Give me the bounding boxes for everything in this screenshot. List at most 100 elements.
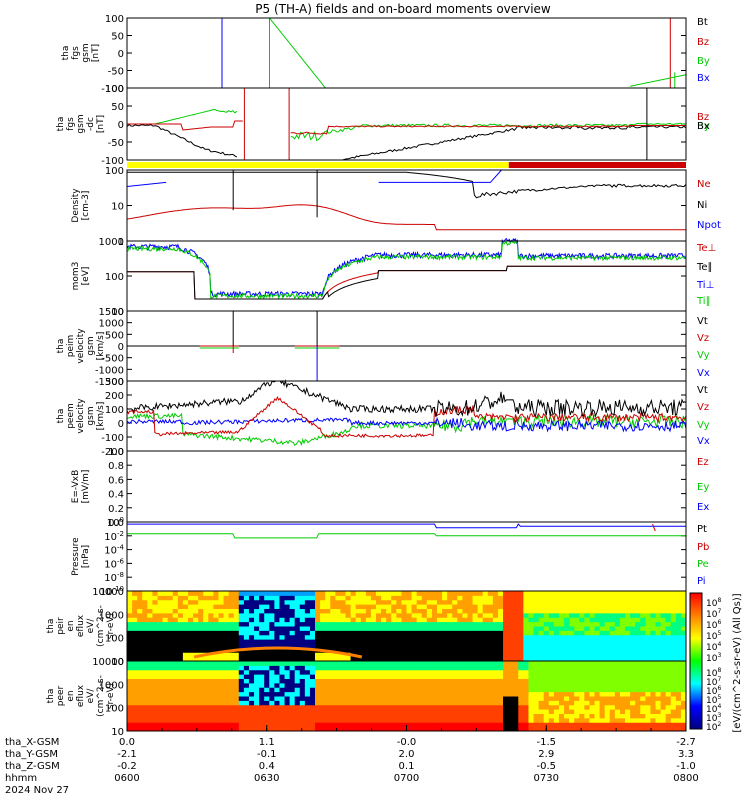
spectrogram-cell xyxy=(243,639,250,645)
ylabel-line: (cm^2-s- xyxy=(96,605,106,647)
spectrogram-cell xyxy=(604,678,611,684)
spectrogram-cell xyxy=(442,665,448,671)
spectrogram-cell xyxy=(254,665,260,671)
spectrogram-cell xyxy=(462,709,468,715)
spectrogram-cell xyxy=(198,722,204,728)
spectrogram-cell xyxy=(335,639,341,645)
spectrogram-cell xyxy=(589,678,596,684)
spectrogram-cell xyxy=(228,682,235,688)
spectrogram-cell xyxy=(579,678,585,684)
spectrogram-cell xyxy=(167,717,174,723)
spectrogram-cell xyxy=(386,604,392,610)
spectrogram-cell xyxy=(492,717,499,723)
spectrogram-cell xyxy=(533,656,540,662)
spectrogram-cell xyxy=(518,652,524,658)
spectrogram-cell xyxy=(137,678,143,684)
spectrogram-cell xyxy=(604,682,611,688)
spectrogram-cell xyxy=(609,617,616,623)
spectrogram-cell xyxy=(365,691,372,697)
spectrogram-cell xyxy=(386,591,392,596)
spectrogram-cell xyxy=(564,634,570,640)
spectrogram-cell xyxy=(640,652,646,658)
spectrogram-cell xyxy=(564,604,570,610)
spectrogram-cell xyxy=(584,691,590,697)
spectrogram-cell xyxy=(447,661,453,666)
spectrogram-cell xyxy=(304,674,311,680)
spectrogram-cell xyxy=(350,722,357,728)
spectrogram-cell xyxy=(391,709,397,715)
spectrogram-cell xyxy=(284,617,291,623)
spectrogram-cell xyxy=(238,626,245,631)
spectrogram-cell xyxy=(182,713,189,719)
spectrogram-cell xyxy=(548,726,555,732)
spectrogram-cell xyxy=(421,726,428,732)
spectrogram-cell xyxy=(376,687,382,693)
spectrogram-cell xyxy=(553,704,560,710)
tick-label: 100 xyxy=(105,84,124,95)
spectrogram-cell xyxy=(208,669,214,675)
spectrogram-cell xyxy=(182,696,189,701)
spectrogram-cell xyxy=(625,595,631,601)
spectrogram-cell xyxy=(269,726,275,732)
spectrogram-cell xyxy=(538,678,545,684)
spectrogram-cell xyxy=(482,713,489,719)
spectrogram-cell xyxy=(315,665,321,671)
spectrogram-cell xyxy=(411,674,418,680)
spectrogram-cell xyxy=(264,709,270,715)
spectrogram-cell xyxy=(619,626,626,631)
spectrogram-cell xyxy=(680,647,687,653)
series-Bz xyxy=(290,125,686,135)
spectrogram-cell xyxy=(259,709,265,715)
ylabel-line: [nT] xyxy=(96,115,106,133)
spectrogram-cell xyxy=(670,612,677,618)
spectrogram-cell xyxy=(584,678,590,684)
spectrogram-cell xyxy=(650,678,657,684)
spectrogram-cell xyxy=(299,647,306,653)
spectrogram-cell xyxy=(431,634,438,640)
spectrogram-cell xyxy=(589,626,596,631)
spectrogram-cell xyxy=(340,634,347,640)
spectrogram-cell xyxy=(269,678,275,684)
spectrogram-cell xyxy=(147,656,153,662)
spectrogram-cell xyxy=(208,656,214,662)
spectrogram-cell xyxy=(518,669,524,675)
spectrogram-cell xyxy=(396,630,402,636)
spectrogram-cell xyxy=(213,599,219,605)
spectrogram-cell xyxy=(625,691,631,697)
spectrogram-cell xyxy=(274,696,280,701)
spectrogram-cell xyxy=(335,626,341,631)
colorbar-tick: 105 xyxy=(706,694,721,706)
spectrogram-cell xyxy=(487,722,494,728)
spectrogram-cell xyxy=(589,674,596,680)
spectrogram-cell xyxy=(391,621,397,627)
spectrogram-cell xyxy=(325,661,331,666)
spectrogram-cell xyxy=(243,621,250,627)
spectrogram-cell xyxy=(609,700,616,706)
spectrogram-cell xyxy=(248,652,255,658)
spectrogram-cell xyxy=(675,595,682,601)
spectrogram-cell xyxy=(528,656,535,662)
spectrogram-cell xyxy=(177,696,184,701)
spectrogram-cell xyxy=(147,591,153,596)
spectrogram-cell xyxy=(304,696,311,701)
spectrogram-cell xyxy=(152,599,158,605)
spectrogram-cell xyxy=(350,682,357,688)
spectrogram-cell xyxy=(198,656,204,662)
spectrogram-cell xyxy=(350,643,357,649)
spectrogram-cell xyxy=(345,630,352,636)
spectrogram-cell xyxy=(421,713,428,719)
spectrogram-cell xyxy=(381,704,387,710)
spectrogram-cell xyxy=(625,630,631,636)
spectrogram-cell xyxy=(238,595,245,601)
spectrogram-cell xyxy=(238,643,245,649)
spectrogram-cell xyxy=(350,656,357,662)
ylabel-line: [mV/m] xyxy=(81,470,91,504)
spectrogram-cell xyxy=(665,717,672,723)
spectrogram-cell xyxy=(294,617,301,623)
spectrogram-cell xyxy=(584,661,590,666)
spectrogram-cell xyxy=(431,717,438,723)
spectrogram-cell xyxy=(680,700,687,706)
tick-label: 100 xyxy=(107,516,124,529)
spectrogram-cell xyxy=(564,722,570,728)
spectrogram-cell xyxy=(182,687,189,693)
